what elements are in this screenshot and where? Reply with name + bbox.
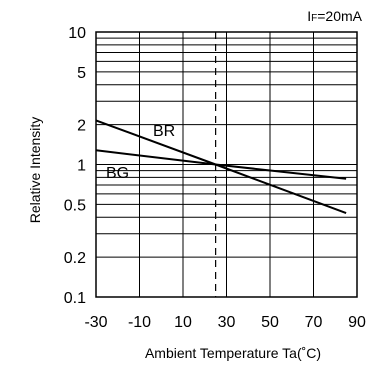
y-tick-labels: 10 5 2 1 0.5 0.2 0.1 [64, 25, 86, 307]
x-tick-label: 50 [261, 314, 279, 331]
series-label-br: BR [153, 123, 175, 140]
x-axis-label: Ambient Temperature Ta(˚C) [145, 345, 321, 361]
condition-label: IF=20mA [307, 8, 362, 24]
series-lines [95, 119, 347, 215]
x-tick-label: 90 [348, 314, 366, 331]
plot-frame [95, 31, 358, 298]
y-tick-label: 0.2 [64, 250, 86, 267]
y-tick-label: 0.1 [64, 290, 86, 307]
y-tick-label: 2 [77, 118, 86, 135]
series-line-bg [95, 149, 347, 180]
grid [96, 32, 357, 297]
x-tick-label: -10 [128, 314, 151, 331]
x-tick-label: 70 [305, 314, 323, 331]
y-tick-label: 5 [77, 65, 86, 82]
x-tick-label: -30 [84, 314, 107, 331]
y-tick-label: 0.5 [64, 197, 86, 214]
y-axis-label: Relative Intensity [27, 117, 43, 224]
x-tick-label: 10 [174, 314, 192, 331]
series-line-br [95, 119, 347, 215]
series-label-bg: BG [106, 165, 129, 182]
x-tick-label: 30 [218, 314, 236, 331]
y-tick-label: 1 [77, 158, 86, 175]
x-tick-labels: -30 -10 10 30 50 70 90 [84, 314, 366, 331]
y-tick-label: 10 [68, 25, 86, 42]
series-labels: BR BG [106, 123, 175, 182]
